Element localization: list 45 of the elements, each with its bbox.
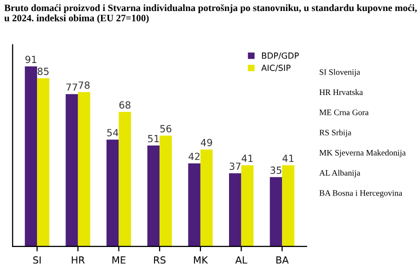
data-label: 54 [107, 129, 118, 136]
bar [160, 136, 172, 246]
bar [37, 78, 50, 246]
x-tick-label: SI [33, 256, 41, 264]
chart-title: Bruto domaći proizvod i Stvarna individualna potrošnja po stanovniku, u standardu kupovne moći, u 2024. indeksi obima (EU 27=100) [4, 4, 417, 24]
legend-label: BDP/GDP [262, 52, 299, 60]
x-tick-label: MK [194, 256, 208, 264]
data-label: 77 [66, 84, 78, 91]
data-label: 35 [270, 166, 282, 174]
data-label: 51 [148, 135, 159, 142]
data-label: 41 [242, 154, 253, 162]
x-tick-label: BA [276, 256, 289, 264]
bar [118, 112, 132, 246]
text: HR Hrvatska [319, 89, 363, 96]
data-label: 56 [160, 125, 172, 132]
text: SI Slovenija [320, 69, 360, 77]
text: BA Bosna i Hercegovina [319, 190, 402, 198]
text: MK Sjeverna Makedonija [319, 150, 406, 158]
data-label: 85 [38, 68, 49, 75]
x-tick-label: RS [154, 256, 166, 264]
data-label: 42 [188, 152, 200, 160]
text: RS Srbija [319, 130, 352, 138]
bar [24, 66, 38, 246]
bar [282, 165, 294, 246]
bar [200, 149, 213, 246]
text: AL Albanija [319, 170, 360, 178]
data-label: 49 [200, 138, 212, 146]
x-tick-label: ME [112, 256, 126, 264]
bar [241, 165, 254, 246]
data-label: 78 [78, 81, 90, 89]
bar [147, 146, 160, 246]
bar [106, 140, 119, 246]
bar [66, 94, 78, 246]
x-tick-label: AL [235, 256, 248, 264]
data-label: 41 [282, 154, 294, 162]
text: ME Crna Gora [319, 110, 369, 116]
x-tick-label: HR [72, 256, 85, 264]
data-label: 68 [119, 101, 130, 109]
data-label: 37 [230, 162, 240, 170]
bar [270, 177, 282, 246]
data-label: 91 [25, 56, 36, 64]
bar [229, 173, 242, 246]
legend-label: AIC/SIP [261, 64, 291, 72]
bar [188, 163, 200, 246]
bar [78, 92, 90, 246]
